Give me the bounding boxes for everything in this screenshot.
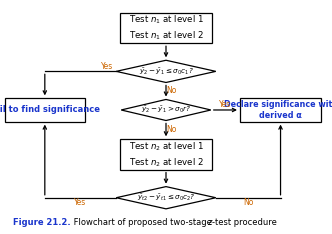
Text: $\bar{y}_2 - \bar{y}_1>\sigma_0r$?: $\bar{y}_2 - \bar{y}_1>\sigma_0r$?	[141, 105, 191, 115]
Text: Yes: Yes	[101, 62, 113, 71]
Polygon shape	[116, 60, 216, 83]
FancyBboxPatch shape	[240, 98, 321, 122]
Text: z: z	[208, 218, 212, 227]
Text: No: No	[166, 87, 176, 95]
Text: Figure 21.2.: Figure 21.2.	[13, 218, 71, 227]
Text: Test $n_2$ at level 1
Test $n_2$ at level 2: Test $n_2$ at level 1 Test $n_2$ at leve…	[128, 140, 204, 169]
Text: Test $n_1$ at level 1
Test $n_1$ at level 2: Test $n_1$ at level 1 Test $n_1$ at leve…	[128, 14, 204, 42]
Text: Declare significance with
derived α: Declare significance with derived α	[223, 100, 332, 120]
FancyBboxPatch shape	[5, 98, 85, 122]
Text: Yes: Yes	[219, 100, 231, 109]
Text: $\bar{y}_{t2} - \bar{y}_{t1}\leq\sigma_0c_2$?: $\bar{y}_{t2} - \bar{y}_{t1}\leq\sigma_0…	[137, 192, 195, 203]
FancyBboxPatch shape	[120, 13, 212, 43]
Text: $\bar{y}_2 - \bar{y}_1\leq\sigma_0c_1$?: $\bar{y}_2 - \bar{y}_1\leq\sigma_0c_1$?	[139, 66, 193, 77]
Polygon shape	[121, 99, 211, 121]
Polygon shape	[116, 187, 216, 209]
Text: No: No	[243, 198, 253, 207]
Text: Fail to find significance: Fail to find significance	[0, 106, 100, 114]
Text: No: No	[166, 125, 176, 134]
Text: Yes: Yes	[74, 198, 87, 207]
Text: -test procedure: -test procedure	[212, 218, 277, 227]
Text: Flowchart of proposed two-stage: Flowchart of proposed two-stage	[71, 218, 215, 227]
FancyBboxPatch shape	[120, 139, 212, 170]
